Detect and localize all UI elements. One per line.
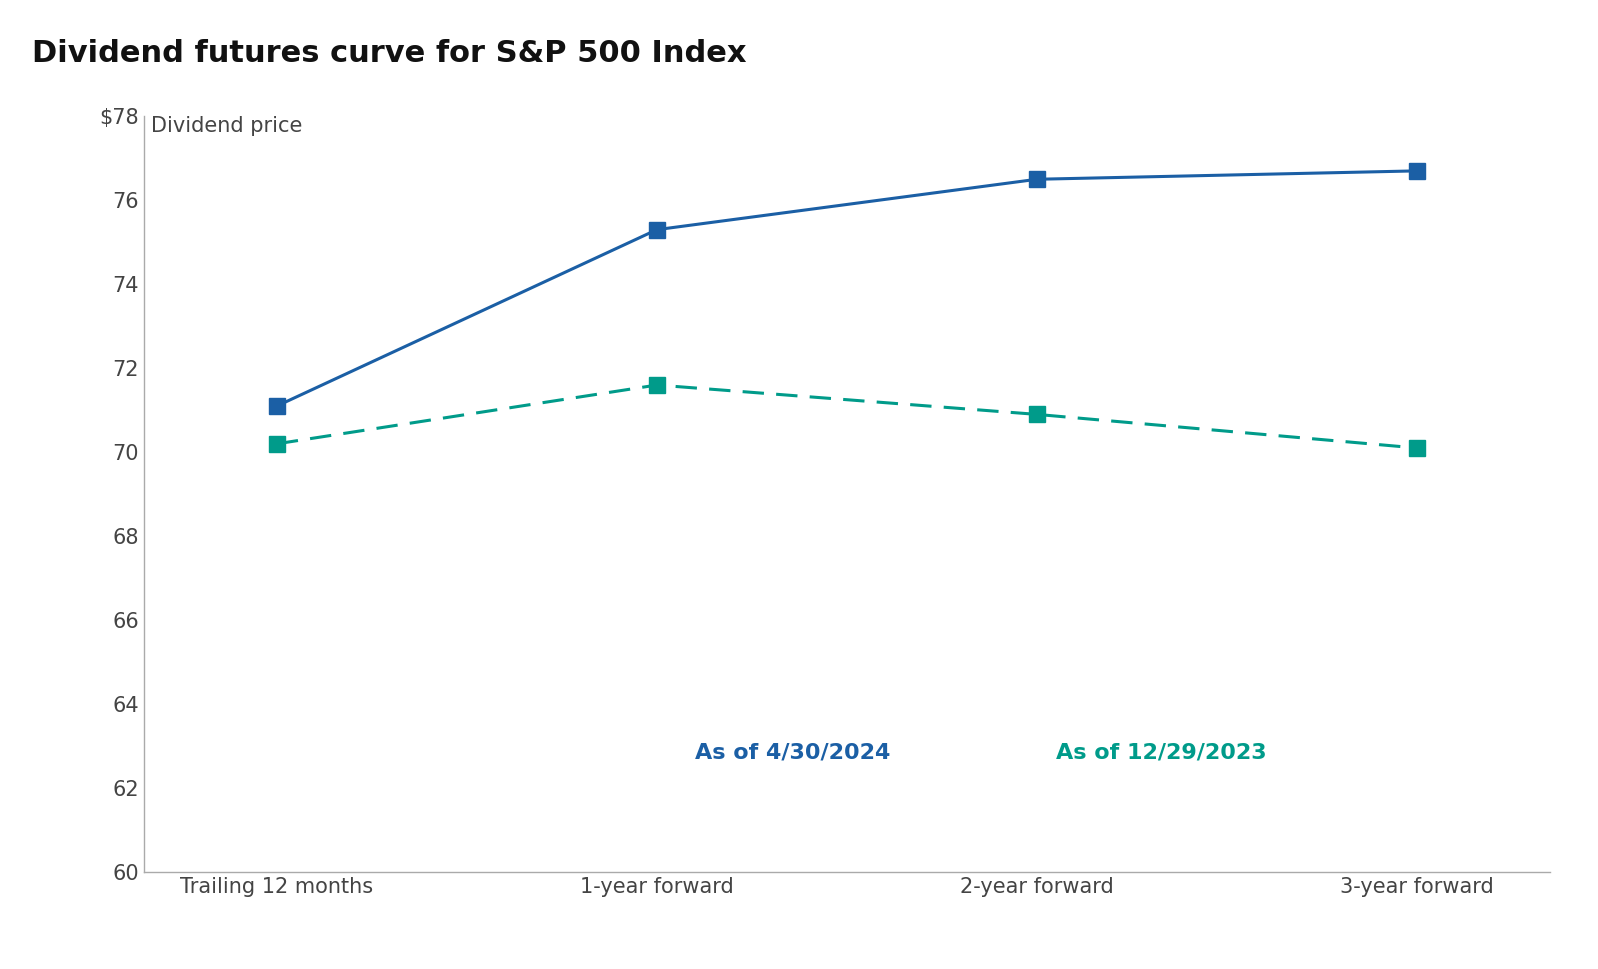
Text: As of 4/30/2024: As of 4/30/2024 <box>695 742 890 763</box>
Text: Dividend futures curve for S&P 500 Index: Dividend futures curve for S&P 500 Index <box>32 39 746 68</box>
Text: As of 12/29/2023: As of 12/29/2023 <box>1056 742 1267 763</box>
Text: Dividend price: Dividend price <box>150 116 302 137</box>
